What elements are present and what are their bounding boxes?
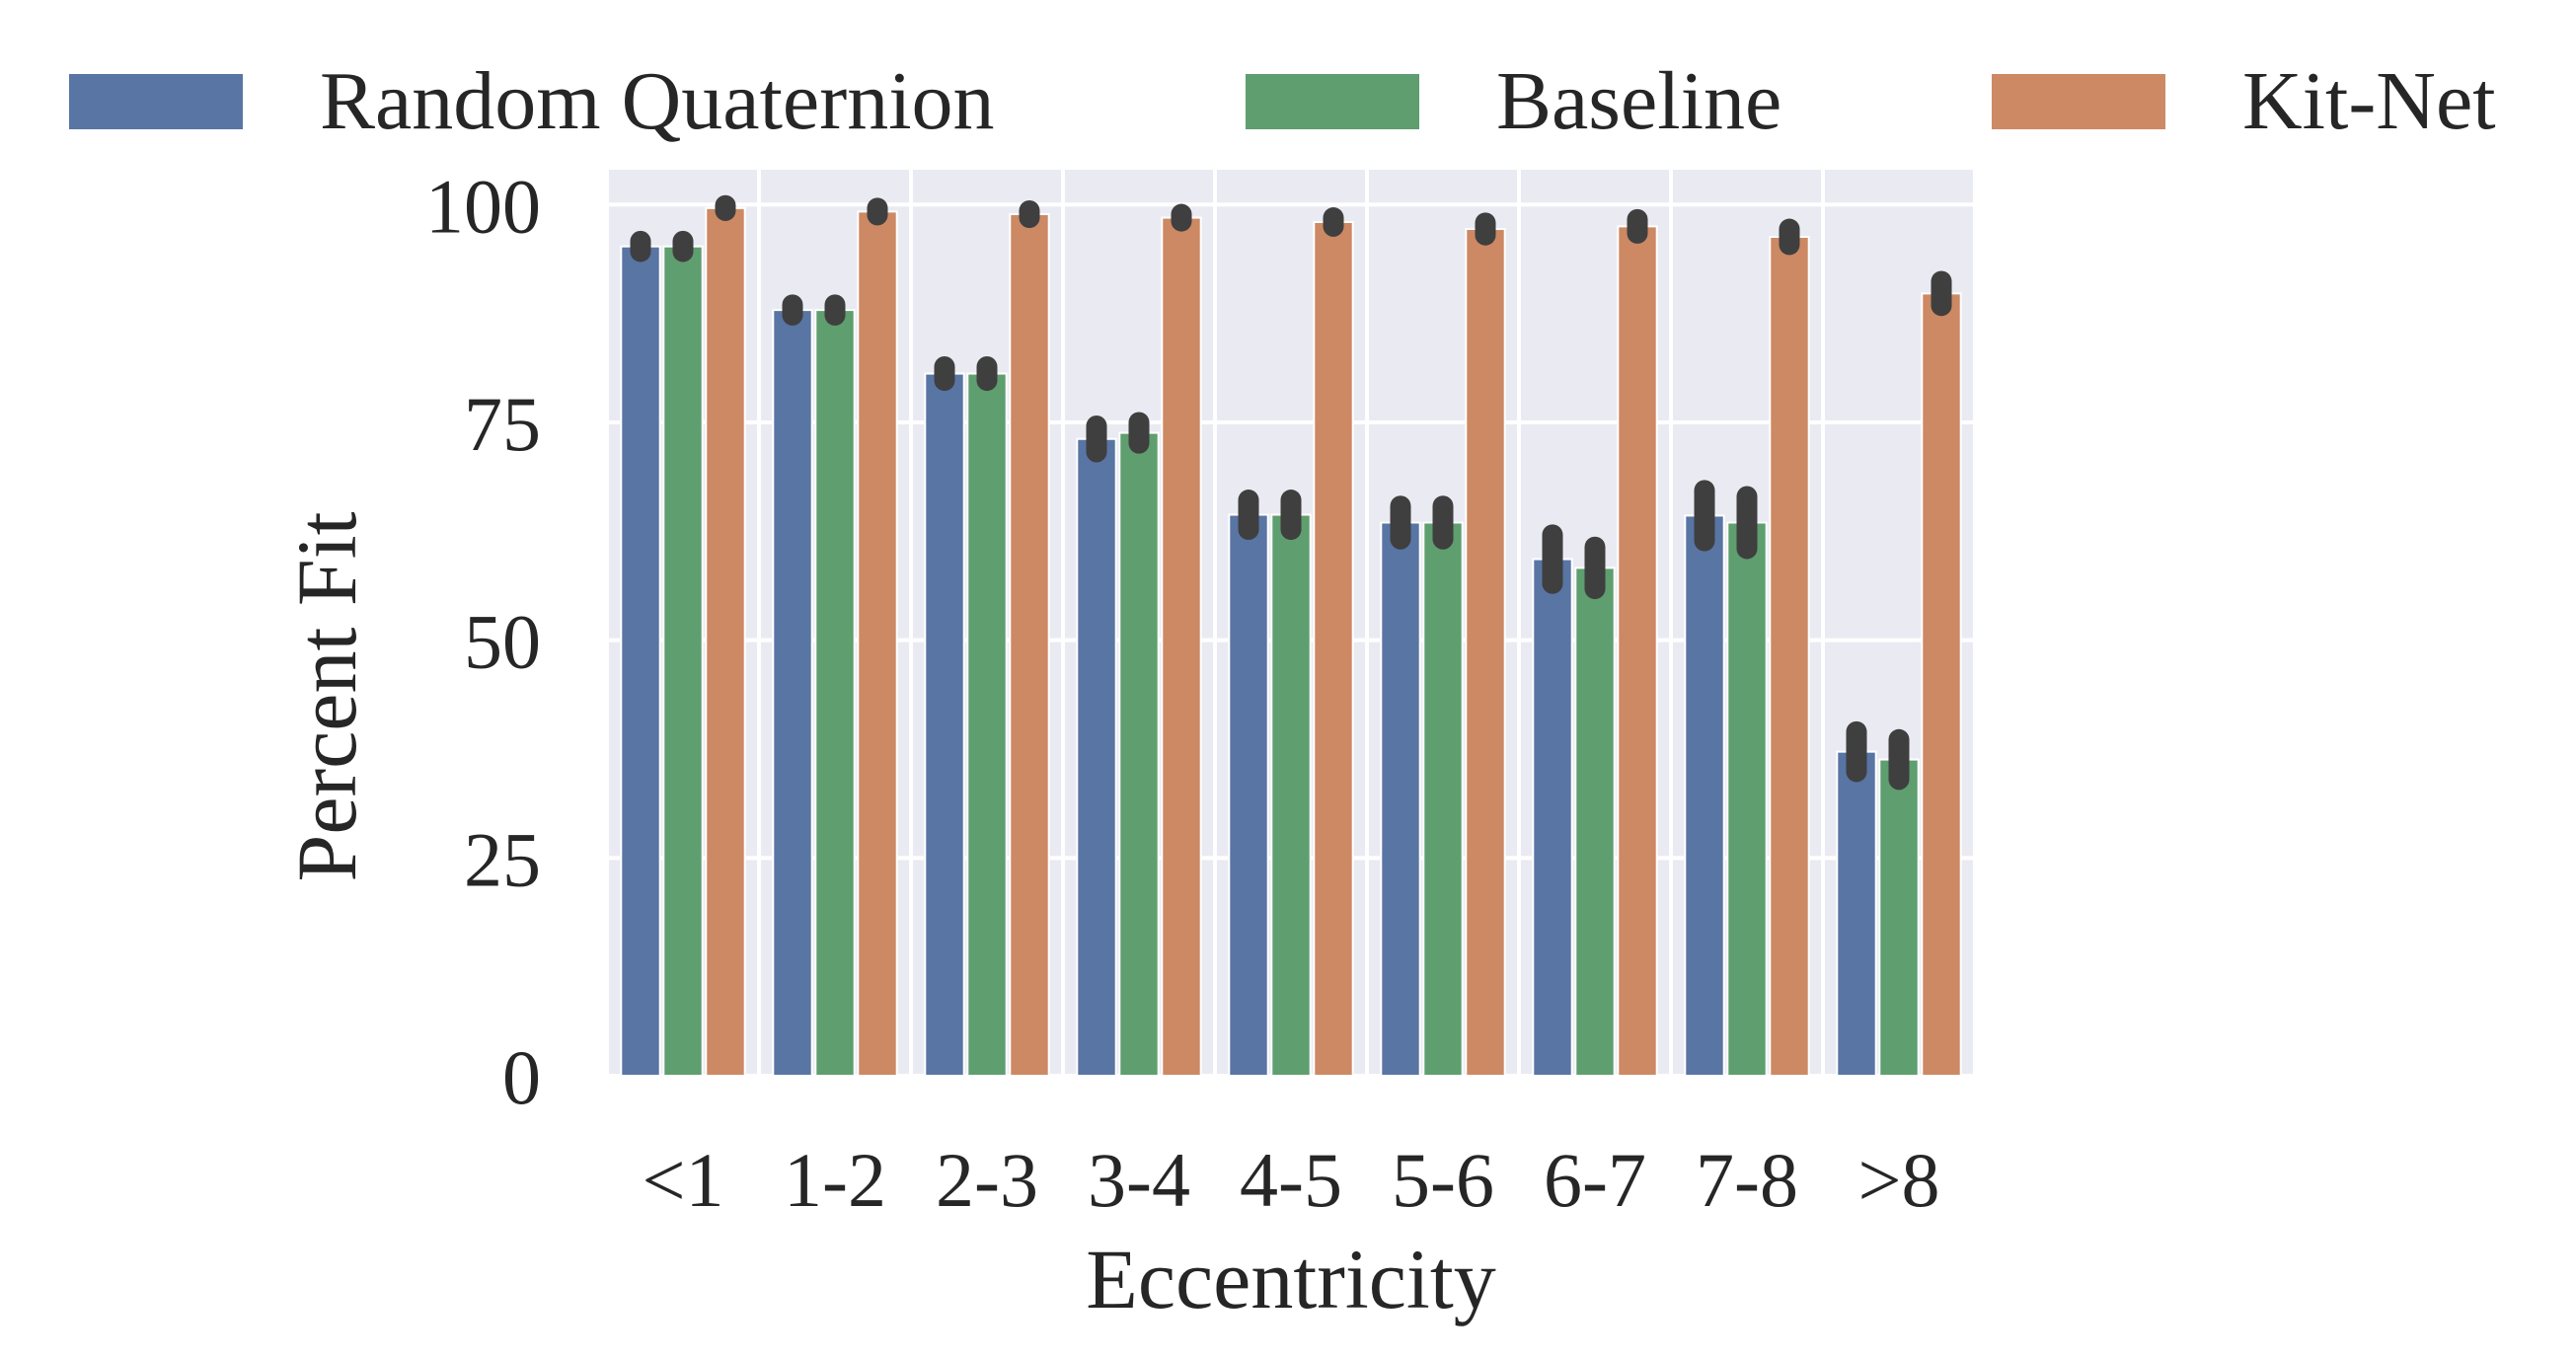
x-tick-label: 1-2 [784,1137,886,1223]
legend-item-random-quaternion: Random Quaternion [69,47,995,156]
x-tick-labels: <1 1-2 2-3 3-4 4-5 5-6 6-7 7-8 >8 [643,1137,1940,1223]
legend-swatch-baseline [1246,74,1419,129]
bar-kit-net-4 [1313,220,1354,1077]
legend-swatch-kit-net [1992,74,2165,129]
y-tick-label: 0 [502,1034,541,1120]
bar-baseline-4 [1270,513,1312,1077]
legend-label-baseline: Baseline [1496,55,1782,147]
x-tick-label: 6-7 [1544,1137,1646,1223]
bar-kit-net-7 [1769,235,1810,1078]
y-axis-label: Percent Fit [279,511,374,881]
legend-label-random-quaternion: Random Quaternion [320,55,995,147]
error-bars-group [630,194,1952,791]
x-tick-label: <1 [643,1137,724,1223]
bar-random-quaternion-6 [1532,558,1573,1077]
y-tick-label: 50 [464,599,541,685]
bar-random-quaternion-4 [1228,513,1269,1077]
bar-random-quaternion-7 [1684,514,1725,1077]
bar-random-quaternion-2 [924,372,965,1077]
y-tick-labels: 0 25 50 75 100 [425,163,541,1120]
legend-item-kit-net: Kit-Net [1992,47,2496,156]
bar-baseline-1 [814,309,856,1077]
bar-baseline-6 [1574,566,1616,1077]
bar-random-quaternion-3 [1076,437,1117,1077]
legend-item-baseline: Baseline [1246,47,1781,156]
bars-group [620,206,1962,1078]
bar-random-quaternion-1 [772,309,813,1077]
bar-kit-net-2 [1009,213,1050,1077]
x-tick-label: 5-6 [1392,1137,1494,1223]
x-axis-label: Eccentricity [1086,1232,1495,1326]
legend-swatch-random-quaternion [69,74,243,129]
bar-baseline-8 [1878,758,1920,1077]
legend-label-kit-net: Kit-Net [2242,55,2496,147]
bar-random-quaternion-5 [1380,521,1421,1077]
x-tick-label: 3-4 [1088,1137,1190,1223]
bar-baseline-0 [662,245,704,1077]
y-tick-label: 75 [464,381,541,467]
bar-baseline-3 [1118,431,1160,1078]
x-tick-label: 2-3 [936,1137,1038,1223]
bar-random-quaternion-8 [1836,750,1877,1078]
bar-baseline-7 [1726,521,1768,1077]
bar-kit-net-0 [705,206,746,1078]
bar-baseline-2 [966,372,1008,1077]
y-tick-label: 100 [425,163,541,249]
x-tick-label: 4-5 [1240,1137,1342,1223]
x-tick-label: 7-8 [1696,1137,1798,1223]
bar-kit-net-6 [1617,225,1658,1077]
y-tick-label: 25 [464,816,541,902]
bar-kit-net-3 [1161,216,1202,1077]
x-tick-label: >8 [1858,1137,1940,1223]
bar-random-quaternion-0 [620,245,661,1077]
bar-kit-net-1 [857,210,898,1078]
bar-baseline-5 [1422,521,1464,1077]
bar-kit-net-8 [1921,292,1962,1078]
legend: Random Quaternion Baseline Kit-Net [0,47,2576,156]
bar-kit-net-5 [1465,228,1506,1077]
